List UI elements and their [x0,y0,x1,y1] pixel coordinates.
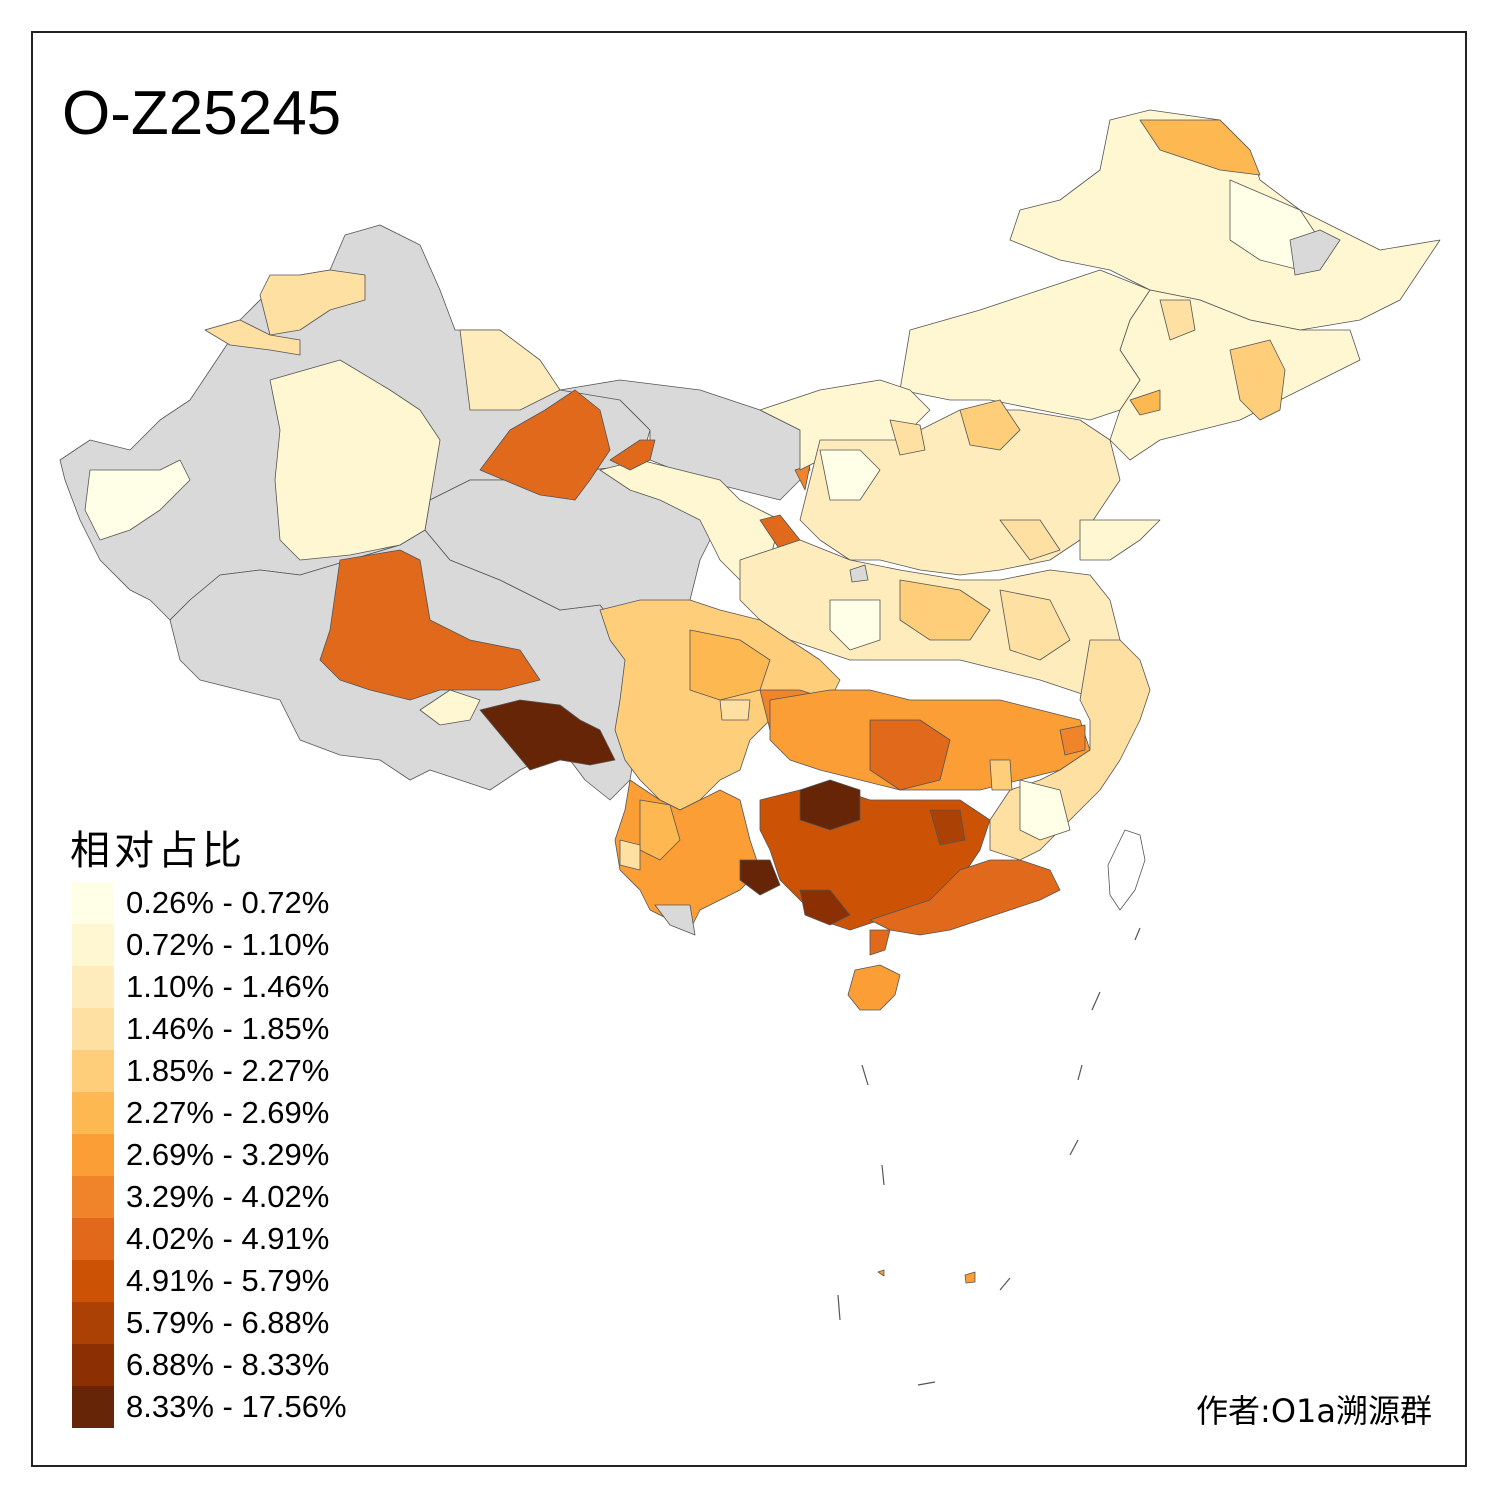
map-frame [31,31,1467,1467]
legend-swatch [72,1302,114,1344]
region-sichuan [599,599,841,811]
legend-title: 相对占比 [70,828,246,874]
region-taiwan [1107,829,1146,911]
region-inner-mongolia-west [559,379,811,501]
legend-swatch [72,882,114,924]
legend-label: 1.10% - 1.46% [126,969,330,1004]
legend-swatch [72,1344,114,1386]
legend-label: 1.85% - 2.27% [126,1053,330,1088]
legend-label: 8.33% - 17.56% [126,1389,347,1424]
region-guangdong [869,859,1061,936]
legend-swatch [72,1260,114,1302]
legend-swatch [72,924,114,966]
legend-swatch [72,1134,114,1176]
legend-label: 2.69% - 3.29% [126,1137,330,1172]
legend-label: 0.26% - 0.72% [126,885,330,920]
legend-swatch [72,1092,114,1134]
legend-label: 2.27% - 2.69% [126,1095,330,1130]
legend-label: 0.72% - 1.10% [126,927,330,962]
legend-swatch [72,1008,114,1050]
map-title: O-Z25245 [62,79,342,148]
legend-swatch [72,1176,114,1218]
legend-label: 3.29% - 4.02% [126,1179,330,1214]
region-inner-mongolia-east [899,269,1151,421]
legend-label: 5.79% - 6.88% [126,1305,330,1340]
legend-swatch [72,1218,114,1260]
legend-swatch [72,966,114,1008]
region-hainan [847,964,901,1011]
legend-label: 6.88% - 8.33% [126,1347,330,1382]
author-credit: 作者:O1a溯源群 [1196,1392,1432,1430]
legend-swatch [72,1386,114,1428]
legend-label: 4.02% - 4.91% [126,1221,330,1256]
legend-label: 1.46% - 1.85% [126,1011,330,1046]
legend-label: 4.91% - 5.79% [126,1263,330,1298]
legend-swatch [72,1050,114,1092]
